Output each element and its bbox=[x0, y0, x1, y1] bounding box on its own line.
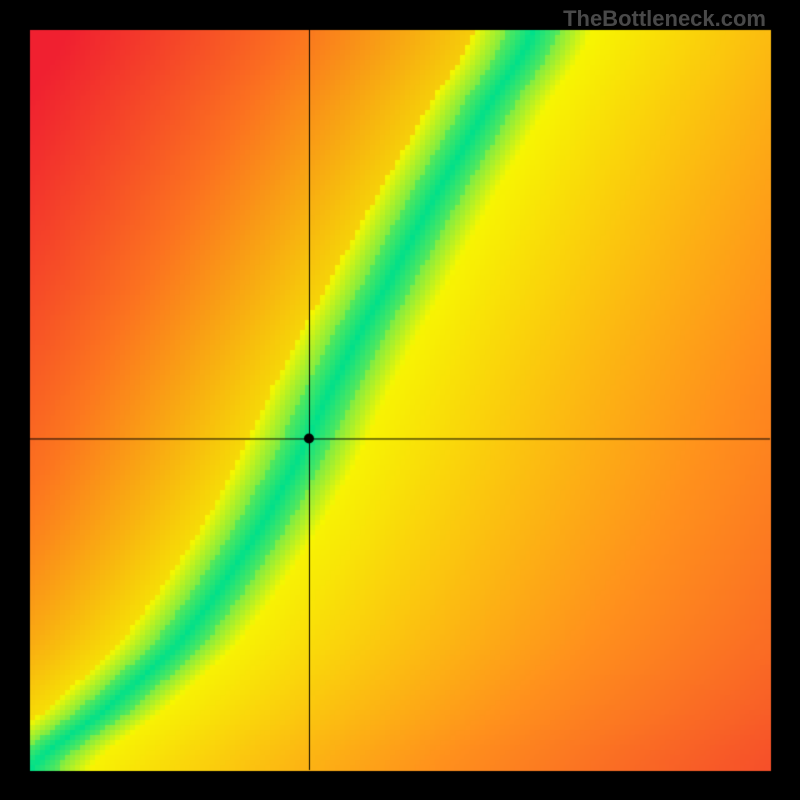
chart-container: TheBottleneck.com bbox=[0, 0, 800, 800]
attribution-text: TheBottleneck.com bbox=[563, 6, 766, 32]
bottleneck-heatmap bbox=[0, 0, 800, 800]
